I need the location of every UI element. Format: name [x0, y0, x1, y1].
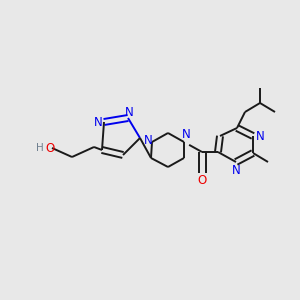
Text: N: N: [256, 130, 264, 142]
Text: N: N: [144, 134, 152, 146]
Text: N: N: [232, 164, 240, 176]
Text: O: O: [45, 142, 55, 154]
Text: H: H: [36, 143, 44, 153]
Text: N: N: [182, 128, 190, 140]
Text: N: N: [124, 106, 134, 118]
Text: N: N: [94, 116, 102, 128]
Text: O: O: [197, 175, 207, 188]
